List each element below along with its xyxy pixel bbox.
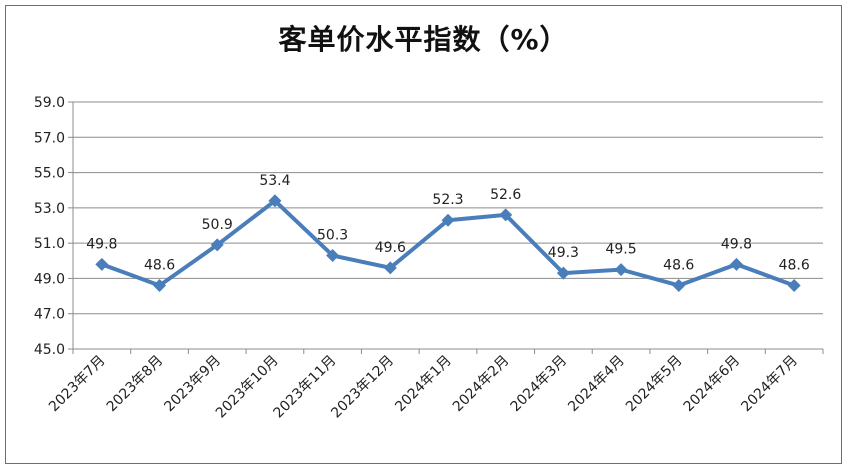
data-label: 49.8 [86, 236, 117, 252]
data-point-marker [441, 213, 455, 227]
y-tick-label: 51.0 [34, 236, 65, 252]
data-markers [95, 194, 801, 292]
y-tick-label: 55.0 [34, 166, 65, 182]
x-tick-label: 2023年7月 [46, 353, 109, 416]
y-tick-label: 59.0 [34, 95, 65, 111]
data-label: 50.3 [317, 227, 348, 243]
data-point-marker [268, 194, 282, 208]
data-label: 52.6 [490, 187, 521, 203]
data-point-marker [210, 238, 224, 252]
data-point-marker [499, 208, 513, 222]
y-tick-label: 47.0 [34, 307, 65, 323]
x-axis-tick-labels: 2023年7月2023年8月2023年9月2023年10月2023年11月202… [46, 353, 801, 422]
data-point-marker [556, 266, 570, 280]
data-point-marker [383, 261, 397, 275]
x-tick-label: 2024年3月 [508, 353, 571, 416]
data-label: 50.9 [202, 217, 233, 233]
data-point-marker [614, 263, 628, 277]
chart-title: 客单价水平指数（%） [278, 23, 569, 56]
data-point-marker [153, 278, 167, 292]
x-tick-label: 2023年8月 [104, 353, 167, 416]
grid-lines [73, 101, 823, 315]
x-tick-label: 2024年4月 [565, 353, 628, 416]
data-label: 53.4 [259, 173, 290, 189]
data-point-marker [729, 257, 743, 271]
x-tick-label: 2024年1月 [392, 353, 455, 416]
y-tick-label: 45.0 [34, 342, 65, 358]
x-tick-label: 2023年9月 [161, 353, 224, 416]
data-label: 52.3 [432, 192, 463, 208]
axes [68, 101, 824, 354]
data-point-marker [672, 278, 686, 292]
data-label: 48.6 [144, 257, 175, 273]
chart-frame [5, 5, 842, 464]
data-label: 49.3 [548, 245, 579, 261]
x-tick-label: 2024年7月 [738, 353, 801, 416]
data-point-marker [326, 248, 340, 262]
y-tick-label: 53.0 [34, 201, 65, 217]
x-tick-label: 2024年2月 [450, 353, 513, 416]
x-tick-label: 2023年12月 [328, 353, 397, 422]
data-point-marker [787, 278, 801, 292]
x-tick-label: 2024年5月 [623, 353, 686, 416]
data-labels: 49.8 48.6 50.9 53.4 50.3 49.6 52.3 52.6 49.3 49.5… [86, 173, 810, 274]
data-label: 48.6 [663, 257, 694, 273]
x-tick-label: 2024年6月 [681, 353, 744, 416]
data-label: 49.5 [605, 242, 636, 258]
y-tick-label: 57.0 [34, 130, 65, 146]
data-label: 48.6 [779, 257, 810, 273]
data-point-marker [95, 257, 109, 271]
y-axis-tick-labels: 45.0 47.0 49.0 51.0 53.0 55.0 57.0 59.0 [34, 95, 65, 358]
y-tick-label: 49.0 [34, 271, 65, 287]
data-label: 49.6 [375, 240, 406, 256]
data-label: 49.8 [721, 236, 752, 252]
